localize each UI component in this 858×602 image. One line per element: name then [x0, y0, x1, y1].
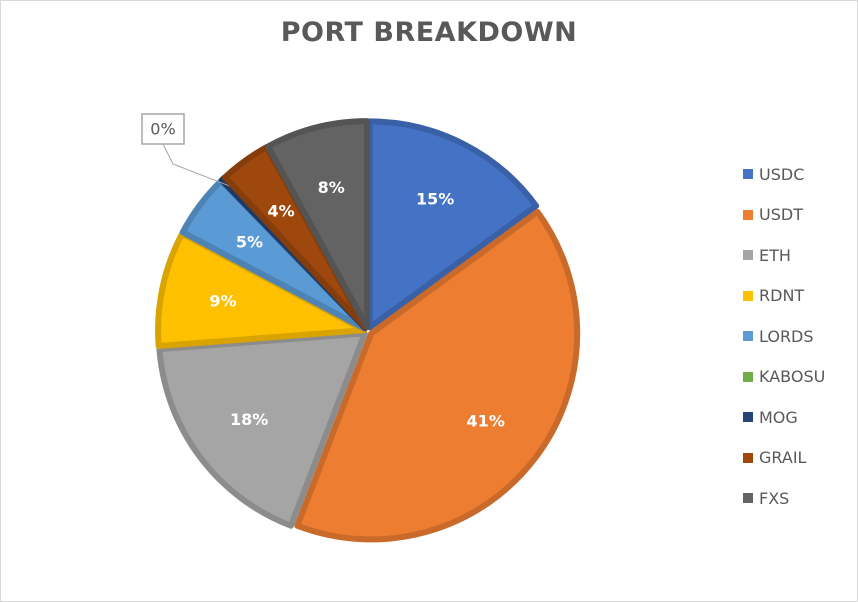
legend-item-grail: GRAIL: [743, 438, 853, 479]
legend-label: USDC: [759, 164, 805, 184]
legend-swatch: [743, 250, 753, 261]
legend-label: LORDS: [759, 326, 814, 346]
data-label-grail: 4%: [268, 201, 295, 220]
data-label-usdc: 15%: [416, 189, 454, 208]
pie-slice-fxs: [265, 118, 371, 331]
legend-item-usdc: USDC: [743, 154, 853, 195]
data-label-rdnt: 9%: [209, 291, 236, 310]
pie-slice-eth: [156, 330, 368, 529]
legend: USDC USDT ETH RDNT LORDS KABOSU MOG GRAIL FXS: [743, 154, 853, 519]
pie-slice-rdnt: [155, 230, 368, 349]
legend-swatch: [743, 331, 753, 342]
legend-item-lords: LORDS: [743, 316, 853, 357]
legend-label: MOG: [759, 407, 798, 427]
legend-item-kabosu: KABOSU: [743, 357, 853, 398]
legend-label: FXS: [759, 488, 790, 508]
legend-item-mog: MOG: [743, 397, 853, 438]
legend-swatch: [743, 169, 753, 180]
legend-item-eth: ETH: [743, 235, 853, 276]
chart-title: PORT BREAKDOWN: [280, 17, 578, 48]
legend-swatch: [743, 412, 753, 423]
pie-slice-usdc: [366, 118, 540, 331]
legend-label: GRAIL: [759, 448, 807, 468]
legend-label: RDNT: [759, 286, 805, 306]
legend-swatch: [743, 493, 753, 504]
data-label-mog: 0%: [150, 120, 175, 139]
legend-swatch: [743, 209, 753, 220]
legend-item-usdt: USDT: [743, 195, 853, 236]
legend-label: USDT: [759, 205, 803, 225]
callout-box-mog: [141, 113, 185, 145]
legend-label: KABOSU: [759, 367, 826, 387]
pie-slice-usdt: [294, 208, 581, 543]
callout-leader-mog: [162, 143, 231, 187]
legend-item-rdnt: RDNT: [743, 276, 853, 317]
legend-swatch: [743, 371, 753, 382]
data-label-lords: 5%: [236, 233, 263, 252]
legend-swatch: [743, 290, 753, 301]
data-label-eth: 18%: [230, 410, 268, 429]
data-label-fxs: 8%: [318, 178, 345, 197]
legend-label: ETH: [759, 245, 791, 265]
legend-item-fxs: FXS: [743, 478, 853, 519]
legend-swatch: [743, 452, 753, 463]
data-label-usdt: 41%: [467, 412, 505, 431]
